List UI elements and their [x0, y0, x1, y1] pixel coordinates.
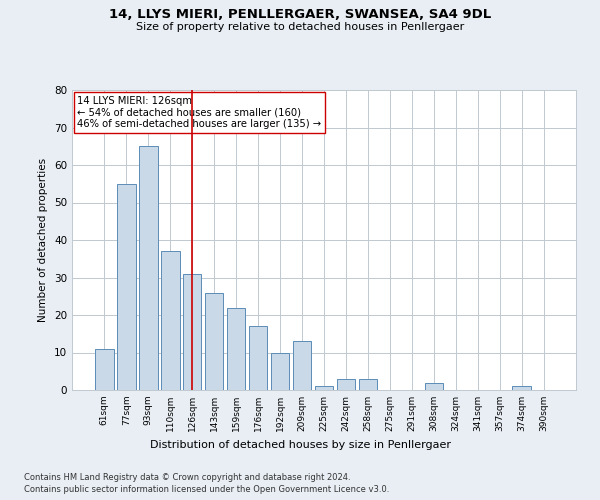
Bar: [227, 308, 245, 390]
Bar: [249, 326, 268, 390]
Bar: [139, 146, 158, 390]
Bar: [425, 382, 443, 390]
Bar: [205, 292, 223, 390]
Text: Contains public sector information licensed under the Open Government Licence v3: Contains public sector information licen…: [24, 485, 389, 494]
Text: Contains HM Land Registry data © Crown copyright and database right 2024.: Contains HM Land Registry data © Crown c…: [24, 472, 350, 482]
Text: 14 LLYS MIERI: 126sqm
← 54% of detached houses are smaller (160)
46% of semi-det: 14 LLYS MIERI: 126sqm ← 54% of detached …: [77, 96, 321, 129]
Bar: [337, 379, 355, 390]
Bar: [271, 352, 289, 390]
Text: Distribution of detached houses by size in Penllergaer: Distribution of detached houses by size …: [149, 440, 451, 450]
Bar: [117, 184, 136, 390]
Text: Size of property relative to detached houses in Penllergaer: Size of property relative to detached ho…: [136, 22, 464, 32]
Bar: [359, 379, 377, 390]
Bar: [512, 386, 531, 390]
Text: 14, LLYS MIERI, PENLLERGAER, SWANSEA, SA4 9DL: 14, LLYS MIERI, PENLLERGAER, SWANSEA, SA…: [109, 8, 491, 20]
Y-axis label: Number of detached properties: Number of detached properties: [38, 158, 49, 322]
Bar: [161, 251, 179, 390]
Bar: [95, 349, 113, 390]
Bar: [314, 386, 334, 390]
Bar: [293, 341, 311, 390]
Bar: [183, 274, 202, 390]
